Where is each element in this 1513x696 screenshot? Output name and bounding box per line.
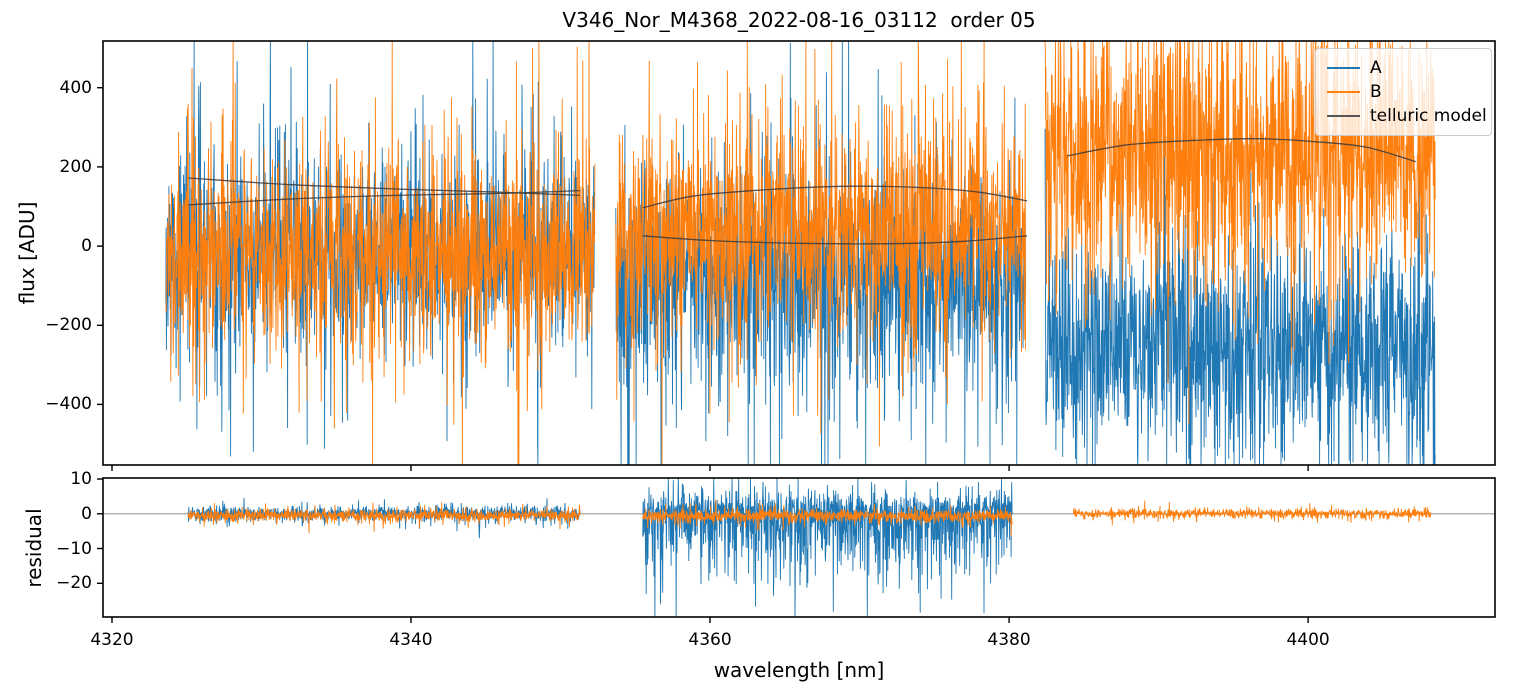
y-tick-label: 10 (70, 469, 92, 490)
telluric-model-lines (188, 138, 1416, 245)
legend-label-b: B (1370, 81, 1382, 102)
series-b-line-sample (1327, 91, 1360, 93)
axes-spines-and-ticks (97, 40, 1496, 623)
x-tick-label: 4320 (90, 630, 134, 650)
y-tick-label: −10 (56, 538, 92, 559)
y-tick-label: 0 (81, 236, 92, 257)
legend-item-b: B (1324, 80, 1483, 104)
x-axis-label: wavelength [nm] (713, 658, 885, 682)
x-tick-label: 4380 (987, 630, 1031, 650)
telluric-line-sample (1327, 115, 1360, 117)
legend-label-telluric: telluric model (1370, 105, 1487, 126)
legend: A B telluric model (1315, 48, 1492, 136)
x-tick-label: 4360 (688, 630, 732, 650)
y-tick-label: 400 (59, 77, 92, 98)
y-tick-label: −400 (45, 394, 92, 415)
series-lines (165, 40, 1436, 618)
legend-item-telluric: telluric model (1324, 104, 1487, 128)
y-tick-label: −20 (56, 573, 92, 594)
series-a-line-sample (1327, 67, 1360, 69)
y-tick-label: −200 (45, 315, 92, 336)
x-tick-label: 4340 (389, 630, 433, 650)
x-tick-label: 4400 (1286, 630, 1330, 650)
y-tick-label: 200 (59, 156, 92, 177)
y-tick-label: 0 (81, 503, 92, 524)
legend-label-a: A (1370, 57, 1382, 78)
chart-title: V346_Nor_M4368_2022-08-16_03112 order 05 (562, 8, 1036, 32)
legend-item-a: A (1324, 56, 1483, 80)
